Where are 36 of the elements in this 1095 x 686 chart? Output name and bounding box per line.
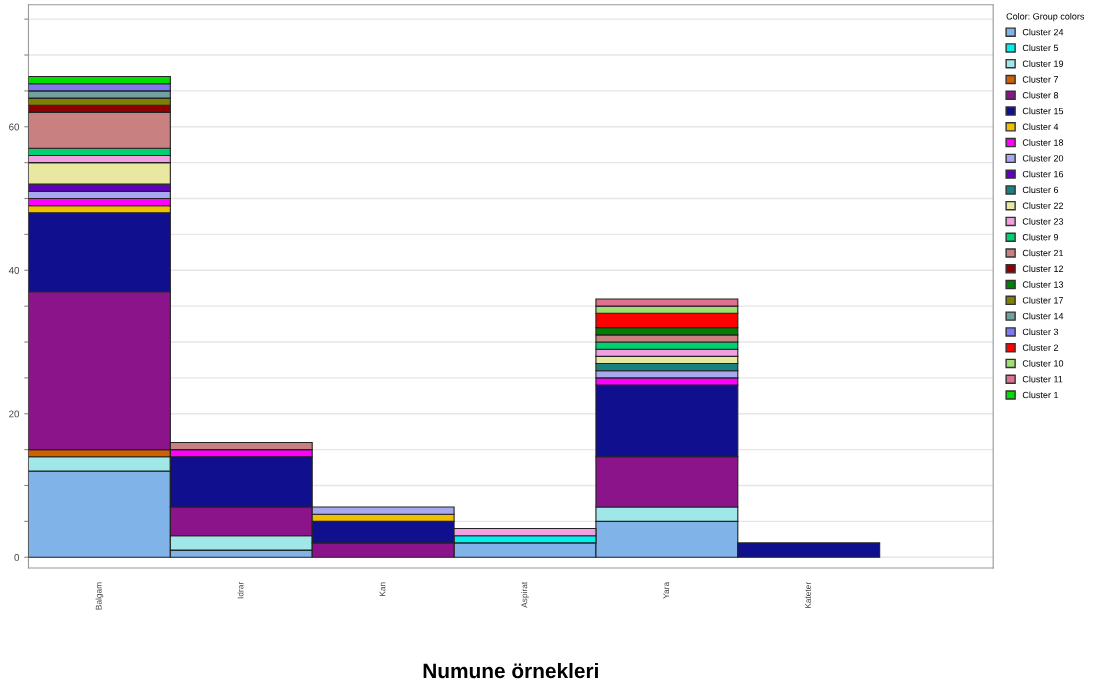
legend-label: Cluster 10 (1022, 360, 1064, 367)
legend-label: Cluster 17 (1022, 296, 1064, 304)
legend-label: Cluster 7 (1022, 76, 1059, 83)
legend-label: Cluster 12 (1022, 265, 1064, 272)
legend-label: Cluster 20 (1022, 154, 1064, 162)
legend-label: Cluster 19 (1022, 60, 1064, 67)
x-tick-label: Aspirat (521, 581, 529, 608)
y-tick-label: 40 (8, 267, 20, 274)
y-tick-label: 0 (14, 553, 20, 561)
legend-label: Cluster 6 (1022, 186, 1059, 194)
x-tick-label: Kateter (805, 582, 811, 609)
legend-label: Cluster 13 (1022, 281, 1064, 288)
y-tick-label: 20 (9, 410, 20, 418)
legend-label: Cluster 24 (1022, 28, 1064, 36)
y-tick-label: 60 (9, 123, 20, 131)
legend-label: Cluster 9 (1022, 233, 1059, 241)
x-tick-label: Kan (379, 582, 386, 597)
legend-label: Cluster 16 (1022, 170, 1064, 178)
legend-label: Cluster 21 (1022, 249, 1064, 257)
legend-label: Cluster 3 (1022, 328, 1059, 336)
legend-label: Cluster 2 (1022, 344, 1059, 351)
legend-label: Cluster 8 (1022, 91, 1059, 99)
legend-label: Cluster 22 (1022, 202, 1064, 209)
legend-label: Cluster 4 (1022, 123, 1059, 130)
x-tick-label: Yara (663, 581, 670, 599)
legend-title: Color: Group colors (1006, 12, 1085, 22)
legend-label: Cluster 23 (1022, 218, 1064, 225)
x-tick-label: Idrar (237, 582, 244, 599)
legend-label: Cluster 11 (1022, 375, 1063, 383)
x-axis-title: Numune örnekleri (423, 662, 598, 679)
legend-label: Cluster 1 (1022, 391, 1059, 399)
legend-label: Cluster 5 (1022, 44, 1059, 52)
legend-label: Cluster 18 (1022, 139, 1064, 146)
legend-label: Cluster 14 (1022, 312, 1064, 320)
x-tick-label: Balgam (95, 582, 104, 610)
legend-label: Cluster 15 (1022, 107, 1064, 115)
